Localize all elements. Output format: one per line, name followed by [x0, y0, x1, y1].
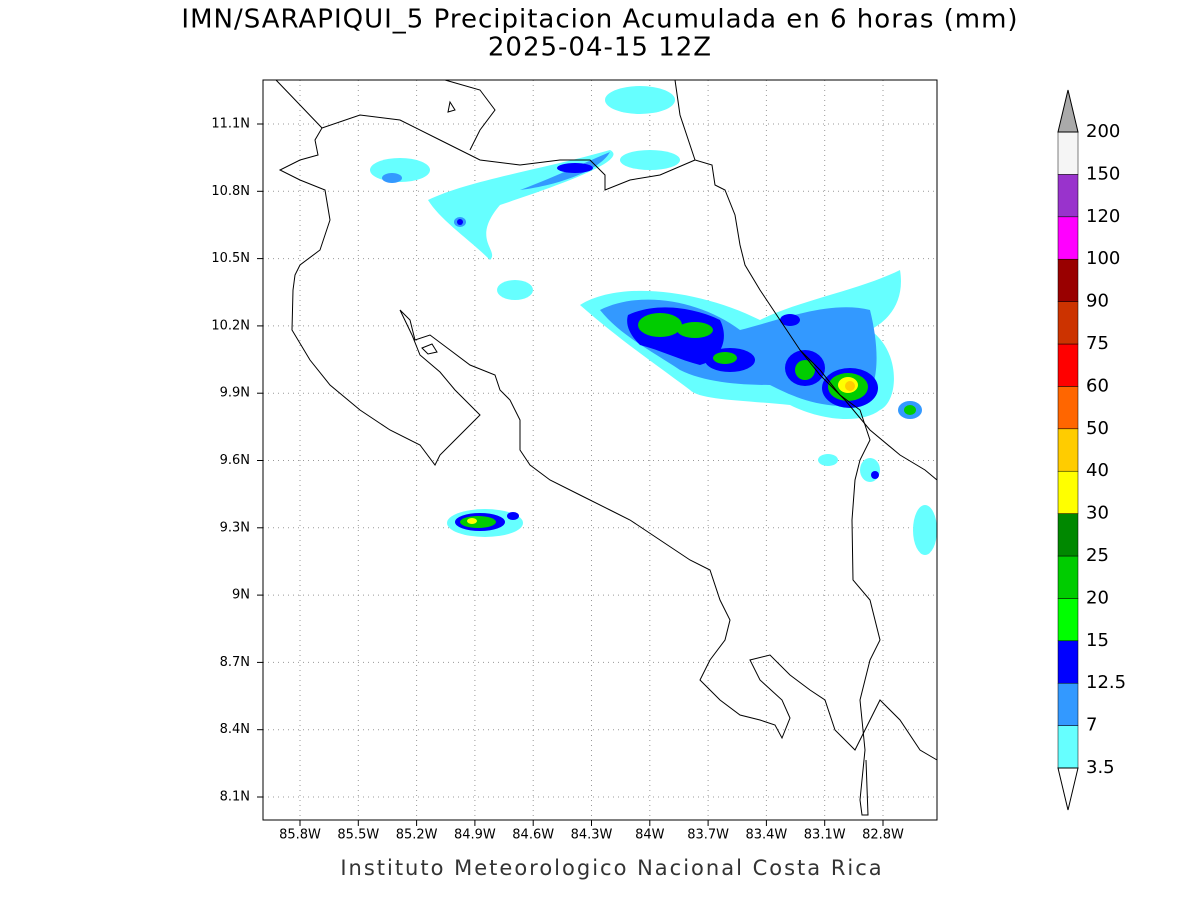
lon-label: 84.9W: [454, 828, 496, 843]
lat-label: 10.5N: [211, 251, 250, 266]
colorbar-bin: [1057, 131, 1079, 175]
lon-label: 83.1W: [804, 828, 846, 843]
colorbar-bin: [1057, 682, 1079, 726]
colorbar-bin: [1057, 470, 1079, 514]
colorbar-label: 200: [1086, 121, 1120, 142]
colorbar-bin: [1057, 725, 1079, 769]
lon-label: 84W: [635, 828, 665, 843]
lat-label: 8.7N: [220, 655, 250, 670]
colorbar-bin: [1057, 428, 1079, 472]
colorbar-label: 12.5: [1086, 672, 1126, 693]
colorbar-label: 60: [1086, 375, 1109, 396]
colorbar-label: 50: [1086, 418, 1109, 439]
footer: Instituto Meteorologico Nacional Costa R…: [340, 856, 883, 880]
lat-label: 8.4N: [220, 722, 250, 737]
title: IMN/SARAPIQUI_5 Precipitacion Acumulada …: [181, 5, 1018, 35]
colorbar-bin: [1057, 513, 1079, 557]
colorbar-label: 120: [1086, 206, 1120, 227]
colorbar-label: 15: [1086, 630, 1109, 651]
lat-label: 8.1N: [220, 790, 250, 805]
colorbar-label: 40: [1086, 460, 1109, 481]
colorbar-label: 100: [1086, 248, 1120, 269]
axes: 11.1N 10.8N 10.5N 10.2N 9.9N 9.6N 9.3N 9N 8.7N 8.…: [211, 117, 904, 843]
colorbar-label: 3.5: [1086, 757, 1115, 778]
colorbar-label: 20: [1086, 587, 1109, 608]
colorbar-label: 90: [1086, 291, 1109, 312]
lat-label: 11.1N: [211, 117, 250, 132]
lon-label: 83.4W: [745, 828, 787, 843]
colorbar-bin: [1057, 386, 1079, 430]
colorbar-bin: [1057, 216, 1079, 260]
lon-label: 85.8W: [279, 828, 321, 843]
lon-label: 85.5W: [337, 828, 379, 843]
colorbar-label: 25: [1086, 545, 1109, 566]
colorbar-bin: [1057, 174, 1079, 218]
precipitation: [370, 86, 937, 555]
lon-label: 84.6W: [512, 828, 554, 843]
colorbar: 3.5 7 12.5 15 20 25 30 40 50 60 75 90 100 120 150 200: [1057, 89, 1126, 811]
lat-label: 9N: [232, 588, 250, 603]
colorbar-bin: [1057, 640, 1079, 684]
lon-label: 85.2W: [396, 828, 438, 843]
lon-label: 82.8W: [862, 828, 904, 843]
colorbar-label: 75: [1086, 333, 1109, 354]
colorbar-bin: [1057, 598, 1079, 642]
colorbar-label: 7: [1086, 715, 1097, 736]
colorbar-bin: [1057, 343, 1079, 387]
coastlines: [275, 79, 938, 816]
lat-label: 10.2N: [211, 318, 250, 333]
lat-label: 9.9N: [220, 386, 250, 401]
colorbar-bin: [1057, 555, 1079, 599]
colorbar-above: [1057, 89, 1079, 133]
colorbar-below: [1057, 767, 1079, 811]
colorbar-bin: [1057, 301, 1079, 345]
subtitle: 2025-04-15 12Z: [488, 33, 712, 63]
colorbar-label: 30: [1086, 503, 1109, 524]
lat-label: 9.6N: [220, 453, 250, 468]
map-frame: [262, 79, 938, 821]
lon-label: 83.7W: [687, 828, 729, 843]
colorbar-label: 150: [1086, 163, 1120, 184]
colorbar-bin: [1057, 258, 1079, 302]
grid: [263, 80, 937, 820]
lat-label: 9.3N: [220, 520, 250, 535]
lon-label: 84.3W: [571, 828, 613, 843]
lat-label: 10.8N: [211, 184, 250, 199]
